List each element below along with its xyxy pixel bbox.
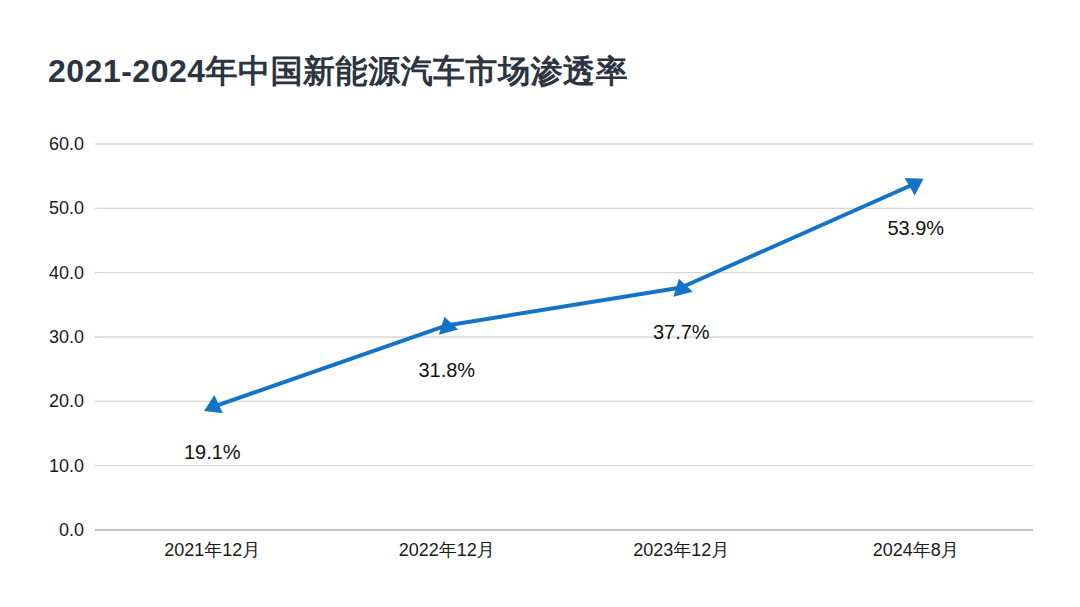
x-tick-label: 2024年8月 (873, 540, 959, 560)
data-point-marker (669, 276, 692, 297)
chart-container: 2021-2024年中国新能源汽车市场渗透率 60.050.040.030.02… (0, 0, 1080, 607)
x-tick-label: 2023年12月 (633, 540, 729, 560)
y-tick-label: 10.0 (49, 456, 84, 476)
y-tick-label: 30.0 (49, 327, 84, 347)
data-point-marker (905, 170, 929, 195)
y-tick-label: 60.0 (49, 134, 84, 154)
x-tick-label: 2021年12月 (164, 540, 260, 560)
y-tick-label: 50.0 (49, 198, 84, 218)
x-tick-label: 2022年12月 (399, 540, 495, 560)
data-point-label: 37.7% (653, 321, 710, 343)
trend-line (212, 183, 916, 407)
line-chart-canvas: 60.0 50.0 40.0 30.0 20.0 10.0 0.0 2021年12月 2022年… (0, 0, 1080, 607)
data-point-label: 31.8% (418, 359, 475, 381)
data-point-label: 53.9% (887, 217, 944, 239)
data-point-label: 19.1% (184, 441, 241, 463)
y-tick-label: 40.0 (49, 263, 84, 283)
data-point-marker (200, 395, 223, 420)
y-tick-label: 20.0 (49, 391, 84, 411)
y-tick-label: 0.0 (59, 520, 84, 540)
